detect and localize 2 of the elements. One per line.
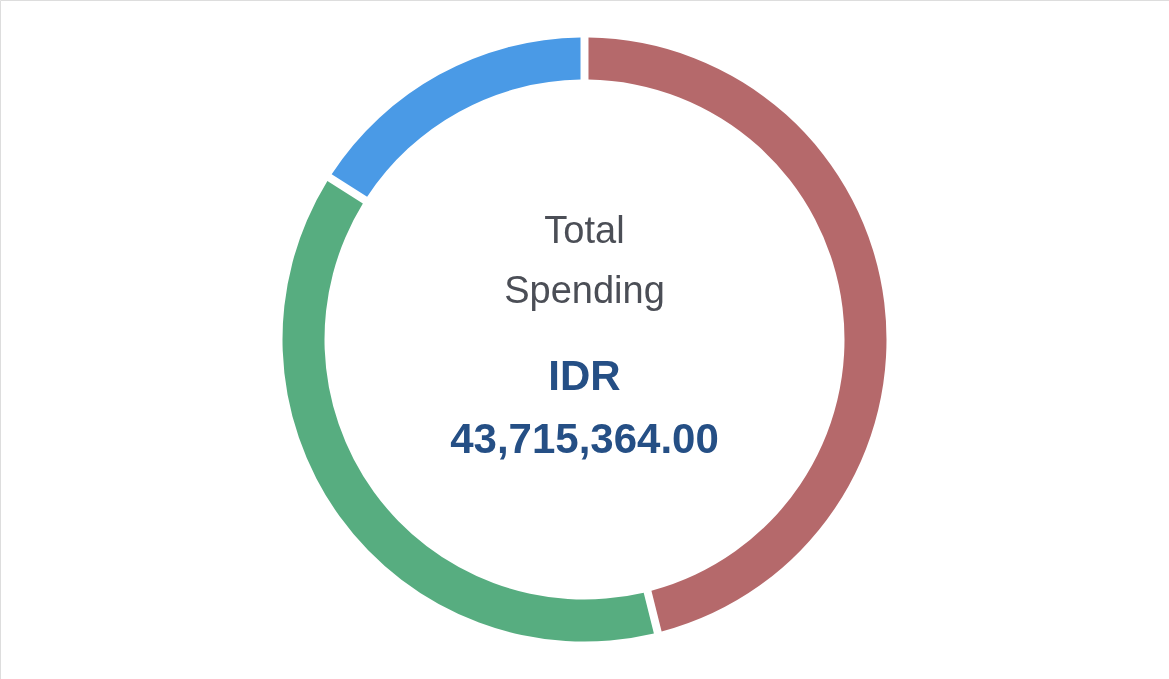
text: IDR 43,715,364.00 [450,352,719,462]
text: Total Spending [504,209,665,311]
